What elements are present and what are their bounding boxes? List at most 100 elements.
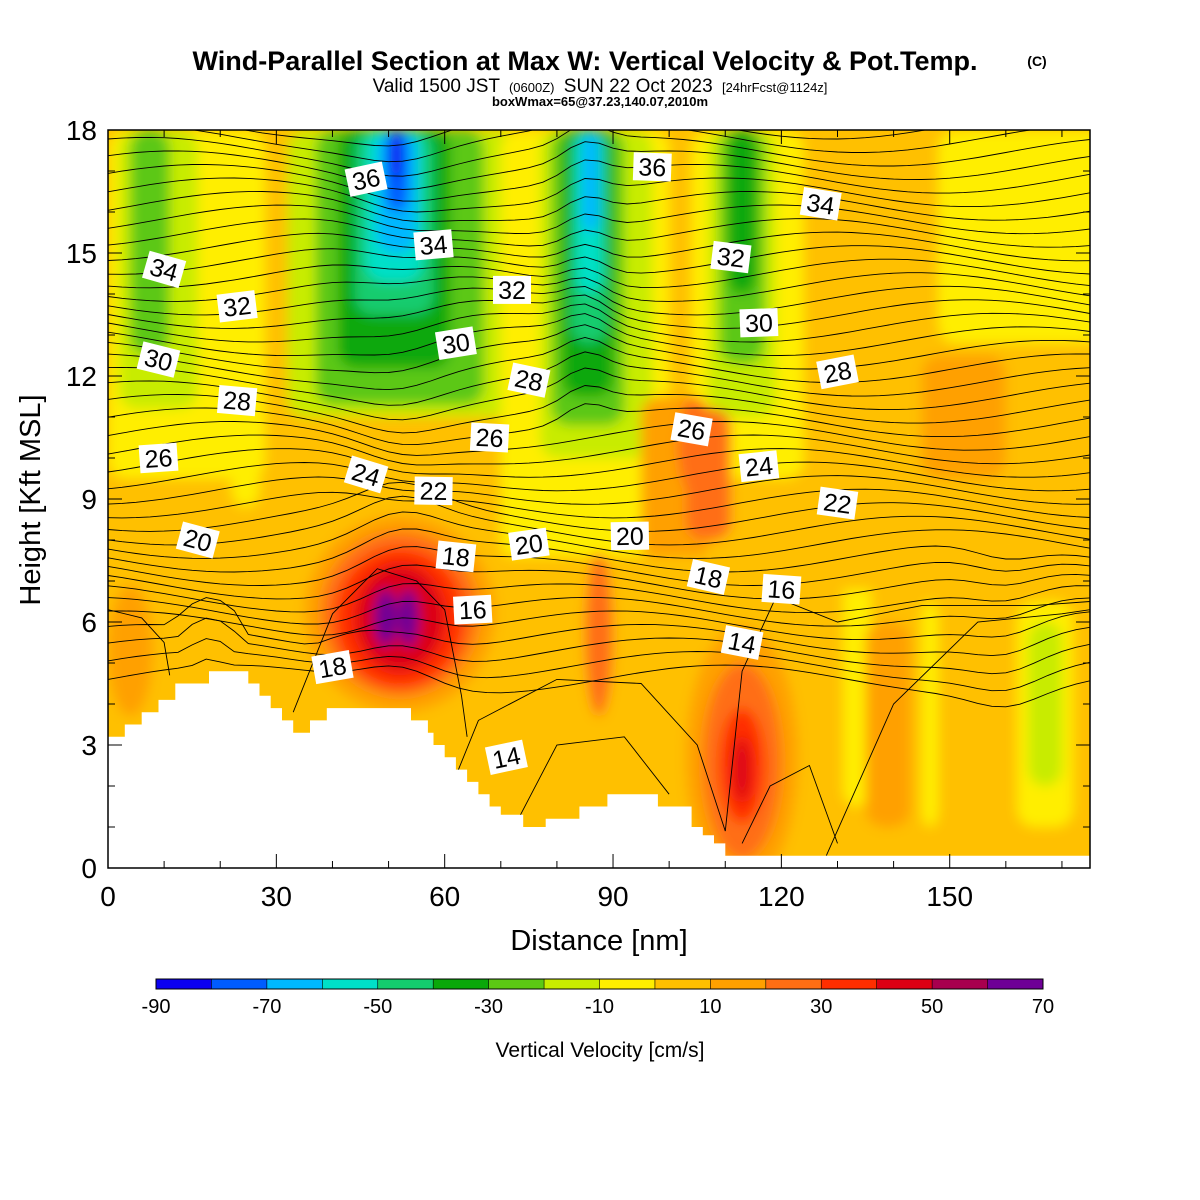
theta-label-box	[216, 290, 258, 323]
isentrope-25	[108, 313, 1090, 357]
isentrope-3	[108, 597, 1090, 657]
isentrope-13	[108, 488, 1090, 519]
copyright-mark: (C)	[1027, 53, 1046, 69]
theta-label-10: 30	[739, 308, 779, 338]
theta-label-box	[414, 476, 453, 506]
theta-label-text: 36	[350, 164, 383, 197]
theta-label-box	[434, 326, 477, 360]
colorbar-tick-label--50: -50	[363, 996, 392, 1018]
y-tick-label-9: 9	[81, 484, 97, 515]
theta-label-box	[138, 442, 179, 474]
isentrope-32	[108, 231, 1090, 262]
theta-label-text: 20	[513, 529, 544, 561]
valid-time-line: Valid 1500 JST (0600Z) SUN 22 Oct 2023 […	[373, 76, 828, 97]
theta-label-2: 36	[632, 152, 672, 182]
theta-label-box	[435, 540, 477, 573]
colorbar-swatch--50	[377, 979, 434, 989]
isentrope-22	[108, 351, 1090, 406]
theta-label-box	[136, 341, 181, 378]
theta-label-box	[452, 594, 493, 625]
colorbar-label: Vertical Velocity [cm/s]	[496, 1039, 705, 1062]
theta-label-22: 20	[508, 527, 550, 561]
colorbar-tick-label-50: 50	[921, 996, 943, 1018]
isentrope-6	[108, 583, 1090, 614]
theta-label-13: 28	[816, 354, 859, 389]
isentrope-lines	[108, 130, 1090, 856]
theta-label-box	[343, 455, 389, 494]
colorbar-tick-label-70: 70	[1032, 996, 1054, 1018]
theta-label-text: 30	[440, 328, 472, 360]
w-band-26	[843, 560, 872, 807]
colorbar-tick-label--70: -70	[252, 996, 281, 1018]
theta-label-box	[670, 412, 713, 447]
theta-label-box	[632, 152, 672, 182]
isentrope-low-5	[108, 609, 171, 676]
isentrope-24	[108, 324, 1090, 374]
isentrope-2	[108, 617, 1090, 675]
theta-label-box	[799, 187, 842, 221]
colorbar-swatch-20	[765, 979, 822, 989]
theta-label-box	[738, 450, 780, 483]
theta-label-30: 14	[484, 739, 528, 775]
theta-label-3: 34	[799, 187, 842, 221]
y-tick-label-12: 12	[66, 361, 97, 392]
x-tick-label-90: 90	[597, 881, 628, 912]
isentrope-7	[108, 564, 1090, 600]
theta-label-box	[413, 229, 454, 261]
y-tick-label-15: 15	[66, 238, 97, 269]
theta-label-box	[507, 362, 551, 398]
theta-label-18: 24	[738, 450, 780, 483]
isentrope-low-0	[433, 678, 726, 832]
theta-label-box	[484, 739, 528, 775]
theta-label-6: 32	[493, 275, 531, 305]
chart-title: Wind-Parallel Section at Max W: Vertical…	[193, 46, 978, 76]
isentrope-40	[191, 130, 1034, 163]
y-axis-label: Height [Kft MSL]	[15, 394, 47, 605]
isentrope-23	[108, 337, 1090, 391]
x-tick-label-120: 120	[758, 881, 805, 912]
y-tick-label-0: 0	[81, 853, 97, 884]
w-band-12	[390, 130, 402, 180]
colorbar-swatch--90	[156, 979, 212, 989]
theta-label-box	[610, 521, 650, 551]
x-tick-label-0: 0	[100, 881, 116, 912]
theta-label-23: 20	[610, 521, 650, 551]
x-tick-label-150: 150	[926, 881, 973, 912]
isentrope-10	[108, 511, 1090, 559]
colorbar-swatch-0	[654, 979, 711, 989]
colorbar-swatch-30	[821, 979, 878, 989]
theta-label-17: 24	[343, 455, 389, 494]
theta-label-1: 34	[413, 229, 454, 261]
isentrope-4	[108, 610, 1090, 641]
w-band-30	[865, 622, 911, 827]
theta-label-25: 18	[686, 558, 731, 595]
theta-label-box	[344, 161, 388, 197]
colorbar-swatch--40	[433, 979, 490, 989]
valid-utc: (0600Z)	[509, 80, 555, 95]
theta-label-text: 22	[822, 488, 853, 520]
isentrope-41	[242, 130, 928, 147]
isentrope-9	[108, 528, 1090, 573]
isentrope-11	[108, 495, 1090, 546]
theta-label-text: 16	[766, 575, 796, 605]
theta-label-21: 20	[175, 521, 220, 559]
colorbar-swatch--60	[322, 979, 379, 989]
w-band-29	[1028, 622, 1062, 786]
terrain-mask	[108, 671, 1090, 868]
isentrope-28	[108, 285, 1090, 316]
isentrope-8	[108, 546, 1090, 586]
w-band-33	[921, 355, 1006, 479]
isentrope-18	[108, 421, 1090, 456]
x-tick-label-30: 30	[261, 881, 292, 912]
colorbar-tick-label--90: -90	[142, 996, 171, 1018]
theta-label-text: 22	[419, 478, 447, 506]
isentrope-low-4	[724, 596, 1090, 832]
theta-label-text: 16	[458, 596, 487, 625]
isentrope-36	[108, 177, 1090, 213]
theta-label-4: 34	[141, 250, 187, 289]
isentrope-5	[108, 596, 1090, 627]
theta-label-7: 32	[710, 240, 752, 274]
chart-subtitle: boxWmax=65@37.23,140.07,2010m	[492, 94, 708, 109]
w-band-19	[582, 130, 599, 233]
